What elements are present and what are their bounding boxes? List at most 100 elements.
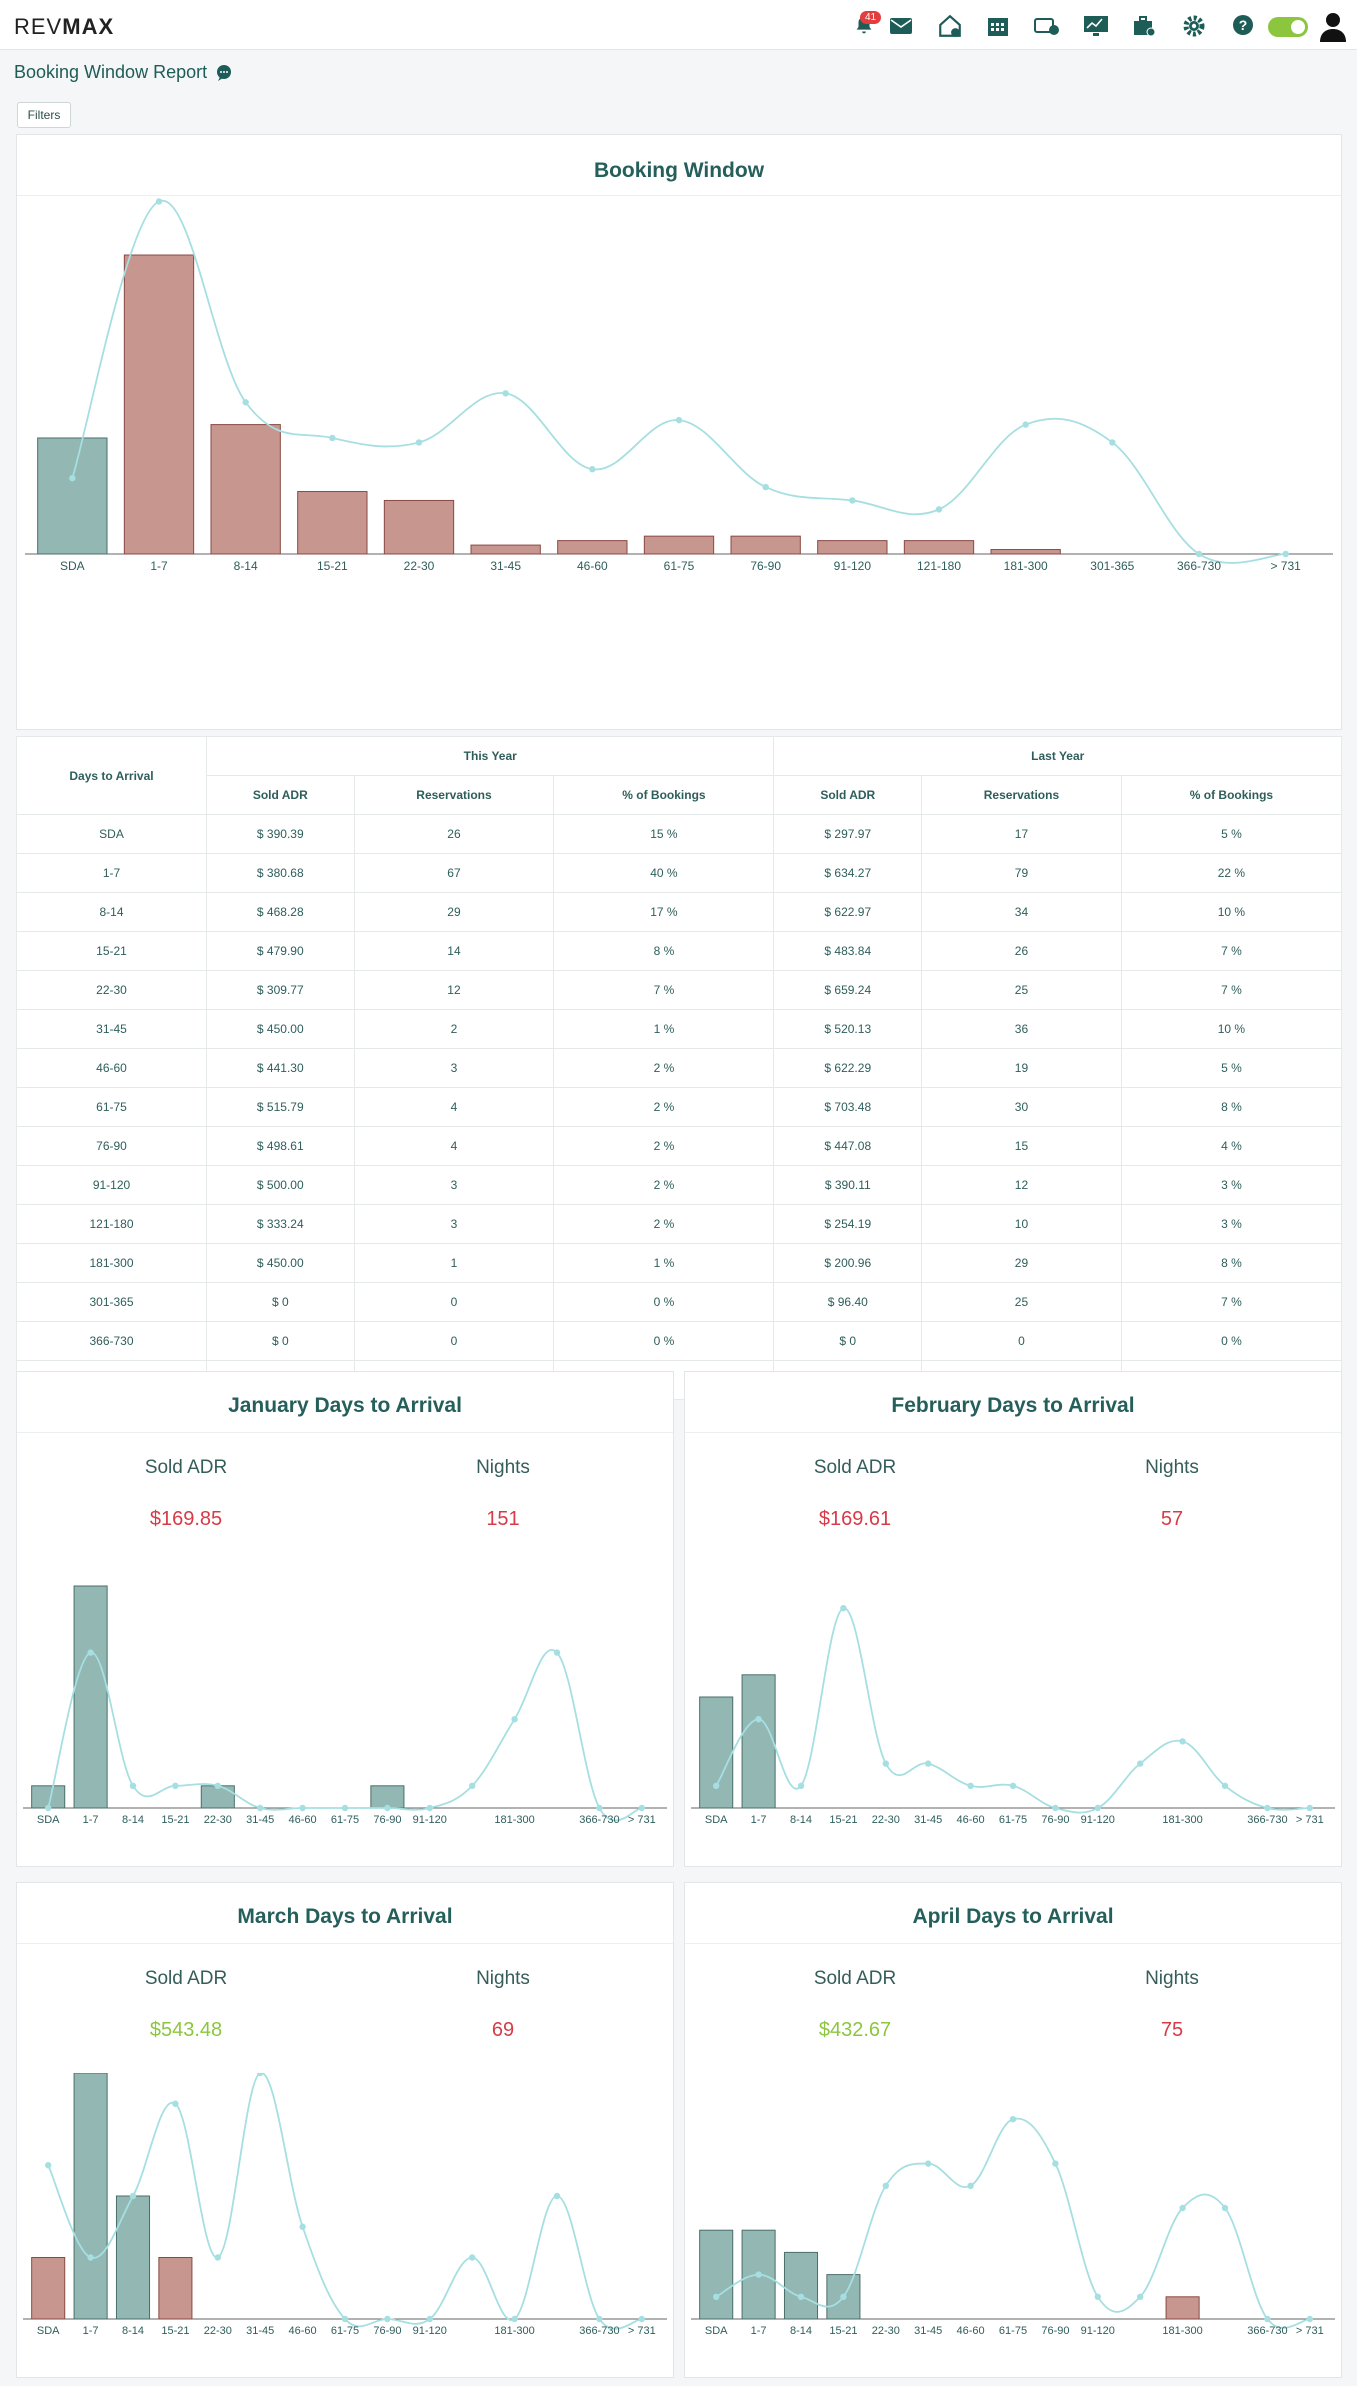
line-point-76-90[interactable] [1052, 1804, 1059, 1812]
line-point-91-120[interactable] [426, 1804, 433, 1812]
line-point-22-30[interactable] [882, 2182, 889, 2189]
line-point-SDA[interactable] [713, 2293, 720, 2300]
notifications-icon[interactable]: 41 [850, 11, 882, 40]
line-point-91-120[interactable] [1094, 2293, 1101, 2300]
line-point-SDA[interactable] [45, 2162, 52, 2169]
bar-61-75[interactable] [643, 535, 715, 555]
line-point-61-75[interactable] [341, 1804, 349, 1812]
line-point-76-90[interactable] [384, 2315, 391, 2323]
line-point-8-14[interactable] [242, 399, 249, 406]
line-point-31-45[interactable] [257, 1804, 264, 1812]
line-point-76-90[interactable] [384, 1804, 391, 1812]
bar-1-7[interactable] [73, 1585, 108, 1809]
gear-icon[interactable] [1180, 12, 1208, 40]
line-point-15-21[interactable] [329, 434, 336, 442]
line-point-15-21[interactable] [840, 1605, 847, 1612]
line-point-22-30[interactable] [415, 439, 423, 446]
line-point-46-60[interactable] [299, 1804, 306, 1812]
line-point-22-30[interactable] [882, 1760, 889, 1767]
line-point-8-14[interactable] [797, 2293, 805, 2300]
line-point-366-730[interactable] [1264, 1804, 1271, 1812]
line-point-91-120[interactable] [1094, 1804, 1101, 1812]
line-point-8-14[interactable] [129, 1782, 137, 1789]
bar-SDA[interactable] [699, 2229, 734, 2320]
bar-181-300[interactable] [1165, 2296, 1200, 2320]
line-point-121-150[interactable] [1137, 2293, 1144, 2300]
bar-46-60[interactable] [557, 540, 628, 555]
bar-31-45[interactable] [470, 544, 541, 555]
line-point-301-365[interactable] [1109, 439, 1116, 446]
line-point-181-300[interactable] [1022, 421, 1029, 428]
line-point-366-730[interactable] [596, 2315, 603, 2323]
bar-22-30[interactable] [383, 499, 455, 555]
line-point-1-7[interactable] [87, 1649, 94, 1656]
line-point-301-365[interactable] [1221, 1782, 1229, 1789]
line-point-181-300[interactable] [511, 2315, 518, 2323]
monitor-chart-icon[interactable] [1082, 12, 1110, 40]
bar-91-120[interactable] [817, 540, 888, 555]
line-point-31-45[interactable] [257, 2073, 264, 2077]
line-point-22-30[interactable] [214, 1782, 221, 1789]
filters-button[interactable]: Filters [17, 102, 71, 128]
line-point-121-150[interactable] [469, 2254, 476, 2261]
line-point-22-30[interactable] [214, 2254, 221, 2261]
line-point-31-45[interactable] [925, 1760, 932, 1767]
line-point-61-75[interactable] [1009, 1782, 1017, 1789]
suitcase-icon[interactable] [1130, 12, 1158, 40]
bar-8-14[interactable] [115, 2195, 151, 2320]
line-point-301-365[interactable] [553, 2192, 561, 2200]
bar-121-180[interactable] [903, 540, 975, 555]
line-point-91-120[interactable] [849, 497, 856, 504]
bar-15-21[interactable] [158, 2257, 193, 2320]
line-point-366-730[interactable] [596, 1804, 603, 1812]
bar-76-90[interactable] [370, 1785, 405, 1809]
line-point-366-730[interactable] [1264, 2315, 1271, 2323]
theme-toggle[interactable] [1268, 17, 1308, 37]
line-point-301-365[interactable] [553, 1649, 561, 1656]
line-point-46-60[interactable] [299, 2223, 306, 2230]
line-point-46-60[interactable] [589, 466, 596, 473]
help-icon[interactable]: ? [1229, 12, 1257, 40]
bar-15-21[interactable] [297, 491, 368, 555]
line-point-366-730[interactable] [1195, 550, 1203, 558]
line-point-121-150[interactable] [469, 1782, 476, 1789]
line-point-> 731[interactable] [1306, 2315, 1313, 2323]
line-point-61-75[interactable] [675, 416, 683, 424]
line-point-46-60[interactable] [967, 1782, 974, 1789]
line-point-46-60[interactable] [967, 2182, 974, 2189]
line-point-SDA[interactable] [45, 1804, 52, 1812]
revmax-logo[interactable]: REVMAX [14, 14, 115, 39]
bar-181-300[interactable] [990, 549, 1061, 555]
line-point-15-21[interactable] [840, 2293, 847, 2300]
line-point-91-120[interactable] [426, 2315, 433, 2323]
bar-1-7[interactable] [123, 254, 195, 555]
bar-SDA[interactable] [31, 2257, 66, 2320]
bar-SDA[interactable] [37, 437, 108, 555]
line-point-1-7[interactable] [755, 1716, 762, 1723]
line-point-> 731[interactable] [1306, 1804, 1313, 1812]
line-point-181-300[interactable] [1179, 1738, 1186, 1745]
line-point-SDA[interactable] [713, 1782, 720, 1789]
line-point-76-90[interactable] [1052, 2160, 1059, 2167]
line-point-1-7[interactable] [155, 198, 163, 205]
line-point-> 731[interactable] [638, 2315, 645, 2323]
bar-SDA[interactable] [699, 1696, 734, 1809]
bar-22-30[interactable] [200, 1785, 235, 1809]
line-point-1-7[interactable] [755, 2271, 762, 2278]
line-point-15-21[interactable] [172, 1782, 179, 1789]
line-point-31-45[interactable] [925, 2160, 932, 2167]
line-point-SDA[interactable] [69, 474, 76, 482]
line-point-121-150[interactable] [1137, 1760, 1144, 1767]
bar-8-14[interactable] [210, 424, 281, 555]
line-point-31-45[interactable] [502, 390, 509, 397]
bar-76-90[interactable] [730, 535, 801, 555]
line-point-> 731[interactable] [1282, 550, 1289, 558]
user-avatar-icon[interactable] [1317, 10, 1349, 42]
rates-icon[interactable] [1033, 12, 1061, 40]
bar-1-7[interactable] [741, 1674, 776, 1809]
line-point-8-14[interactable] [129, 2192, 137, 2200]
line-point-181-300[interactable] [1179, 2204, 1186, 2212]
home-icon[interactable] [936, 12, 964, 40]
line-point-181-300[interactable] [511, 1716, 518, 1723]
calendar-icon[interactable] [984, 12, 1012, 40]
